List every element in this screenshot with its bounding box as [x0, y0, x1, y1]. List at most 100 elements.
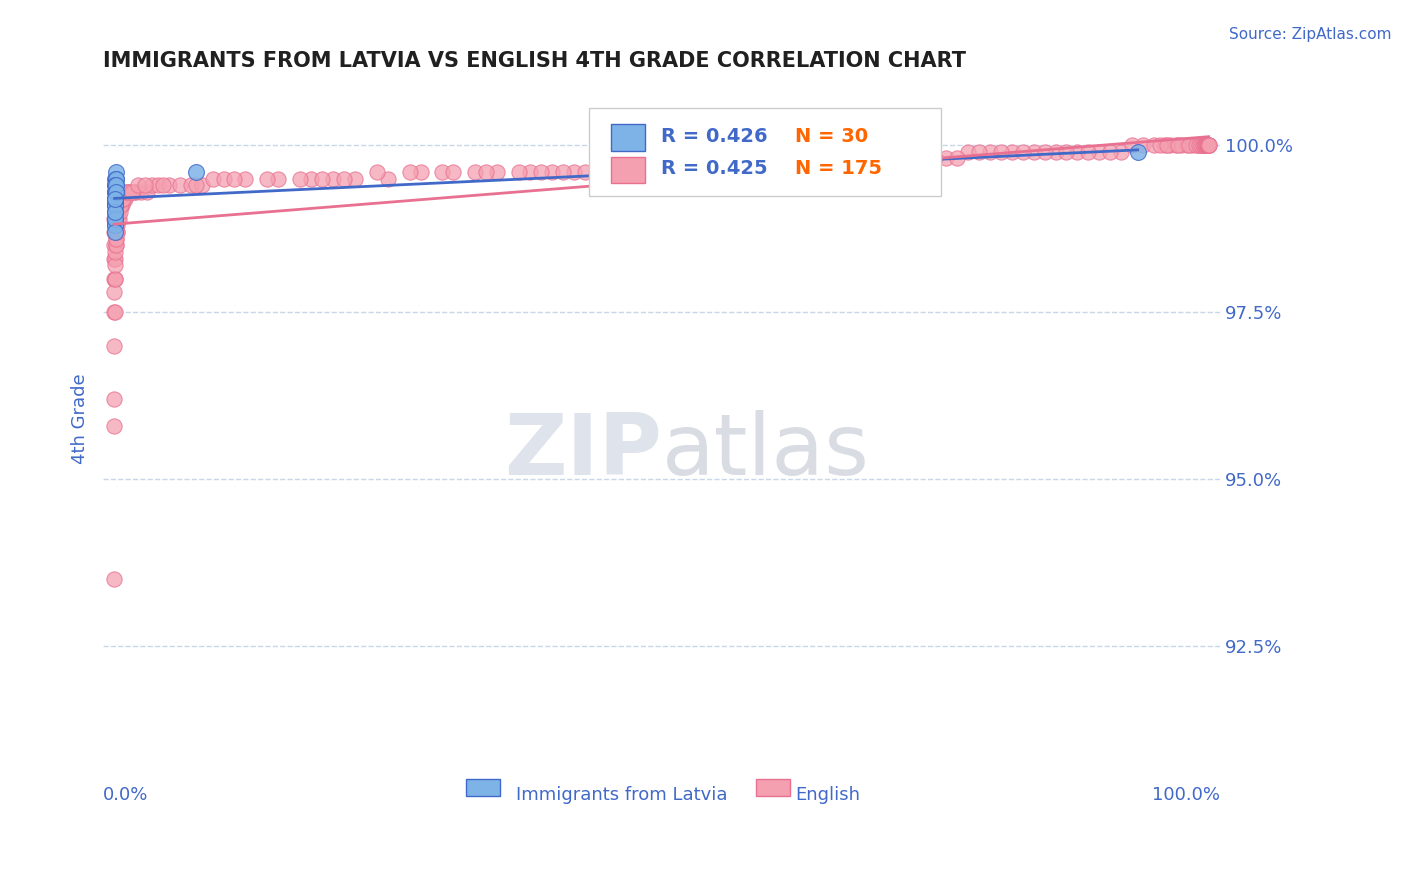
Point	[104, 198, 127, 212]
Point	[1191, 138, 1213, 153]
Point	[105, 232, 128, 246]
Point	[519, 165, 541, 179]
Point	[1109, 145, 1132, 159]
Point	[486, 165, 509, 179]
Point	[1194, 138, 1216, 153]
Point	[946, 152, 969, 166]
FancyBboxPatch shape	[756, 780, 790, 796]
Point	[1195, 138, 1218, 153]
Point	[803, 152, 825, 166]
Point	[530, 165, 553, 179]
Point	[628, 158, 651, 172]
Point	[186, 165, 208, 179]
Point	[782, 158, 804, 172]
Point	[105, 219, 128, 233]
Point	[749, 158, 772, 172]
Point	[1197, 138, 1219, 153]
Text: ZIP: ZIP	[503, 410, 661, 493]
Point	[1077, 145, 1099, 159]
Point	[814, 152, 837, 166]
Point	[104, 305, 127, 319]
Point	[1197, 138, 1219, 153]
Point	[104, 252, 127, 266]
Point	[683, 158, 706, 172]
Point	[104, 171, 127, 186]
Point	[105, 232, 128, 246]
Point	[738, 158, 761, 172]
Point	[322, 171, 344, 186]
Point	[104, 259, 127, 273]
Point	[104, 205, 127, 219]
Point	[1184, 138, 1206, 153]
Point	[212, 171, 235, 186]
Point	[1197, 138, 1219, 153]
Point	[1197, 138, 1219, 153]
Point	[1195, 138, 1218, 153]
Point	[716, 158, 738, 172]
Point	[104, 192, 127, 206]
Point	[104, 238, 127, 252]
Point	[1170, 138, 1192, 153]
Point	[111, 192, 134, 206]
Point	[475, 165, 498, 179]
Point	[120, 185, 142, 199]
FancyBboxPatch shape	[612, 124, 645, 151]
Point	[1121, 138, 1143, 153]
Point	[104, 192, 127, 206]
Point	[1194, 138, 1216, 153]
Point	[1156, 138, 1178, 153]
Point	[1189, 138, 1212, 153]
Point	[617, 158, 640, 172]
Point	[912, 152, 935, 166]
Point	[152, 178, 174, 193]
Point	[956, 145, 979, 159]
Point	[104, 178, 127, 193]
Point	[103, 418, 125, 433]
Point	[104, 219, 127, 233]
Text: Immigrants from Latvia: Immigrants from Latvia	[516, 786, 728, 804]
Point	[398, 165, 420, 179]
Point	[104, 205, 127, 219]
Text: IMMIGRANTS FROM LATVIA VS ENGLISH 4TH GRADE CORRELATION CHART: IMMIGRANTS FROM LATVIA VS ENGLISH 4TH GR…	[103, 51, 966, 70]
Point	[1132, 138, 1154, 153]
Point	[770, 158, 793, 172]
FancyBboxPatch shape	[589, 108, 941, 196]
Point	[135, 185, 157, 199]
Point	[366, 165, 388, 179]
Point	[377, 171, 399, 186]
Point	[288, 171, 311, 186]
Point	[117, 185, 139, 199]
Point	[103, 252, 125, 266]
Point	[115, 185, 138, 199]
Point	[650, 158, 672, 172]
Point	[640, 158, 662, 172]
Point	[104, 192, 127, 206]
Point	[104, 165, 127, 179]
Text: Source: ZipAtlas.com: Source: ZipAtlas.com	[1229, 27, 1392, 42]
Point	[235, 171, 257, 186]
Point	[1197, 138, 1219, 153]
Point	[967, 145, 990, 159]
Point	[121, 185, 143, 199]
Point	[1154, 138, 1177, 153]
Point	[224, 171, 246, 186]
Point	[1192, 138, 1215, 153]
Point	[112, 192, 135, 206]
Point	[256, 171, 278, 186]
Point	[131, 185, 153, 199]
Point	[125, 185, 148, 199]
Point	[1198, 138, 1220, 153]
Point	[1066, 145, 1088, 159]
Point	[606, 158, 628, 172]
Point	[112, 192, 135, 206]
Point	[990, 145, 1012, 159]
Point	[848, 152, 870, 166]
Point	[1164, 138, 1187, 153]
Point	[105, 171, 128, 186]
Point	[103, 272, 125, 286]
Point	[104, 185, 127, 199]
Point	[104, 211, 127, 226]
Point	[837, 152, 859, 166]
Point	[104, 185, 127, 199]
Point	[1195, 138, 1218, 153]
